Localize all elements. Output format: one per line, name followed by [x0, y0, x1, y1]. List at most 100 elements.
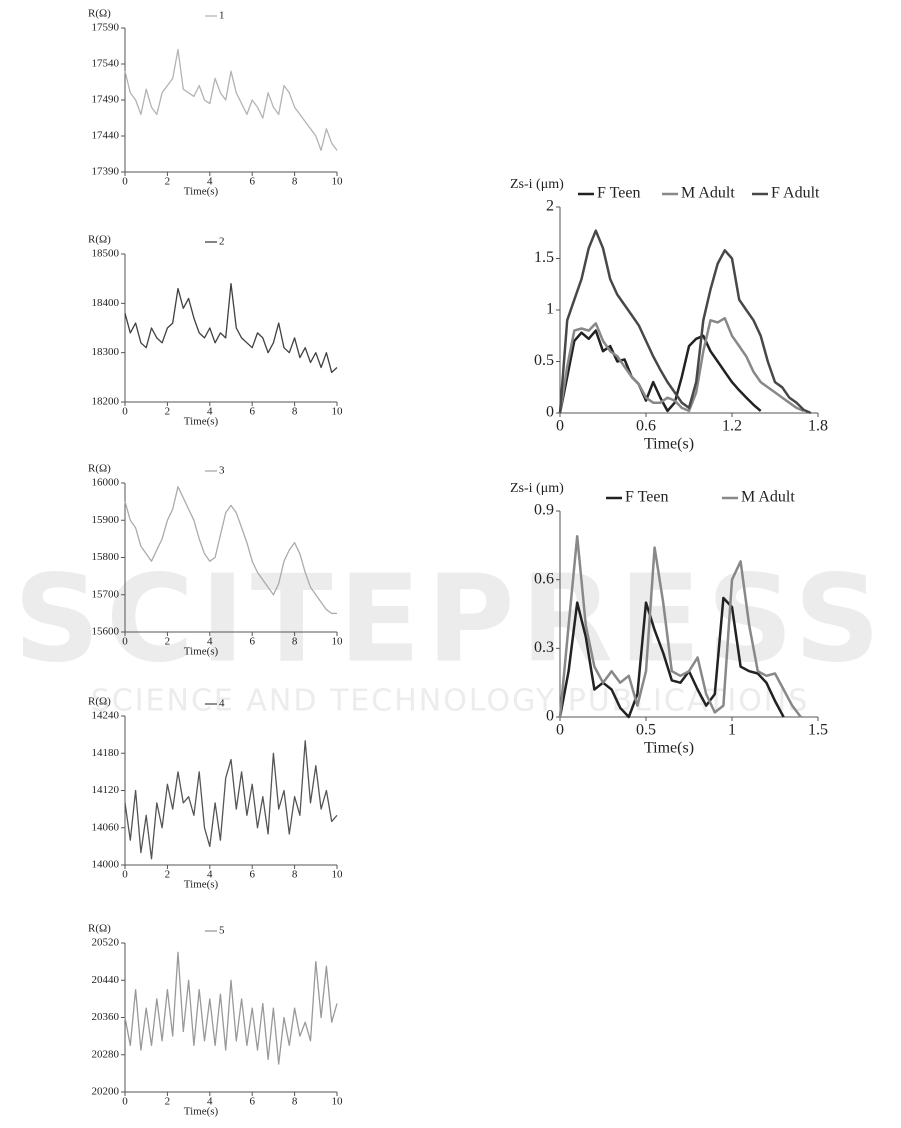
data-line	[558, 229, 812, 415]
y-tick-label: 17540	[92, 58, 120, 70]
y-tick-label: 14120	[92, 784, 120, 796]
data-line	[124, 486, 337, 615]
y-tick-label: 17590	[92, 22, 120, 34]
x-tick-label: 4	[207, 869, 213, 881]
y-tick-label: 16000	[92, 477, 120, 489]
y-tick-label: 18300	[92, 346, 120, 358]
data-line	[558, 329, 762, 414]
x-tick-label: 8	[292, 869, 298, 881]
x-tick-label: 0	[556, 722, 564, 739]
x-tick-label: 4	[207, 176, 213, 188]
x-tick-label: 8	[292, 406, 298, 418]
x-tick-label: 0	[122, 636, 128, 648]
legend-label: M Adult	[741, 489, 795, 506]
x-tick-label: 1.2	[722, 418, 742, 435]
x-tick-label: 10	[332, 406, 344, 418]
data-line	[124, 282, 338, 374]
x-tick-label: 10	[332, 1096, 344, 1108]
legend-label: F Adult	[771, 185, 820, 202]
x-tick-label: 8	[292, 636, 298, 648]
legend-label: F Teen	[625, 489, 668, 506]
legend-label: 4	[219, 698, 225, 710]
y-tick-label: 0.9	[534, 502, 554, 519]
legend-label: M Adult	[681, 185, 735, 202]
y-axis-label: Zs-i (μm)	[510, 177, 564, 192]
x-tick-label: 0.6	[636, 418, 656, 435]
x-tick-label: 6	[249, 1096, 255, 1108]
x-tick-label: 1	[728, 722, 736, 739]
y-tick-label: 17440	[92, 130, 120, 142]
y-tick-label: 15800	[92, 551, 120, 563]
x-tick-label: 2	[165, 636, 171, 648]
y-tick-label: 0.3	[534, 639, 554, 656]
x-tick-label: 6	[249, 636, 255, 648]
x-tick-label: 10	[332, 176, 344, 188]
x-axis-label: Time(s)	[184, 186, 219, 198]
y-tick-label: 14060	[92, 821, 120, 833]
y-axis-label: R(Ω)	[88, 8, 111, 20]
x-axis-label: Time(s)	[184, 416, 219, 428]
y-tick-label: 20520	[92, 937, 120, 949]
x-tick-label: 0	[556, 418, 564, 435]
x-tick-label: 6	[249, 406, 255, 418]
data-line	[124, 740, 338, 860]
x-tick-label: 4	[207, 406, 213, 418]
watermark-title: SCITEPRESS	[14, 551, 887, 690]
x-tick-label: 0	[122, 1096, 128, 1108]
x-tick-label: 10	[332, 636, 344, 648]
x-tick-label: 0	[122, 406, 128, 418]
y-tick-label: 14000	[92, 859, 120, 871]
y-axis-label: Zs-i (μm)	[510, 481, 564, 496]
y-tick-label: 17490	[92, 94, 120, 106]
x-axis-label: Time(s)	[644, 740, 694, 757]
y-tick-label: 0.5	[534, 352, 554, 369]
y-tick-label: 0	[546, 404, 554, 421]
x-tick-label: 0	[122, 869, 128, 881]
y-tick-label: 0	[546, 708, 554, 725]
y-tick-label: 15600	[92, 626, 120, 638]
y-tick-label: 18200	[92, 396, 120, 408]
y-axis-label: R(Ω)	[88, 234, 111, 246]
y-tick-label: 1.5	[534, 249, 554, 266]
x-axis-label: Time(s)	[184, 1106, 219, 1118]
x-tick-label: 2	[165, 406, 171, 418]
watermark-subtitle: SCIENCE AND TECHNOLOGY PUBLICATIONS	[91, 684, 810, 719]
data-line	[558, 316, 805, 414]
x-tick-label: 2	[165, 1096, 171, 1108]
y-tick-label: 20280	[92, 1048, 120, 1060]
y-tick-label: 20360	[92, 1011, 120, 1023]
y-tick-label: 15700	[92, 588, 120, 600]
y-axis-label: R(Ω)	[88, 696, 111, 708]
y-tick-label: 18400	[92, 297, 120, 309]
x-tick-label: 6	[249, 176, 255, 188]
x-tick-label: 8	[292, 1096, 298, 1108]
y-tick-label: 20200	[92, 1086, 120, 1098]
y-tick-label: 17390	[92, 166, 120, 178]
legend-label: 3	[219, 465, 225, 477]
y-tick-label: 2	[546, 198, 554, 215]
y-tick-label: 0.6	[534, 570, 554, 587]
y-tick-label: 1	[546, 301, 554, 318]
y-axis-label: R(Ω)	[88, 463, 111, 475]
y-tick-label: 20440	[92, 974, 120, 986]
x-tick-label: 2	[165, 869, 171, 881]
x-tick-label: 2	[165, 176, 171, 188]
x-tick-label: 1.5	[808, 722, 828, 739]
x-tick-label: 4	[207, 636, 213, 648]
x-axis-label: Time(s)	[184, 646, 219, 658]
y-tick-label: 15900	[92, 514, 120, 526]
x-tick-label: 8	[292, 176, 298, 188]
data-line	[124, 48, 338, 152]
legend-label: 5	[219, 925, 225, 937]
x-tick-label: 0	[122, 176, 128, 188]
x-tick-label: 10	[332, 869, 344, 881]
x-tick-label: 4	[207, 1096, 213, 1108]
y-axis-label: R(Ω)	[88, 923, 111, 935]
legend-label: F Teen	[597, 185, 640, 202]
legend-label: 1	[219, 10, 225, 22]
data-line	[558, 596, 785, 719]
x-axis-label: Time(s)	[644, 436, 694, 453]
legend-label: 2	[219, 236, 225, 248]
